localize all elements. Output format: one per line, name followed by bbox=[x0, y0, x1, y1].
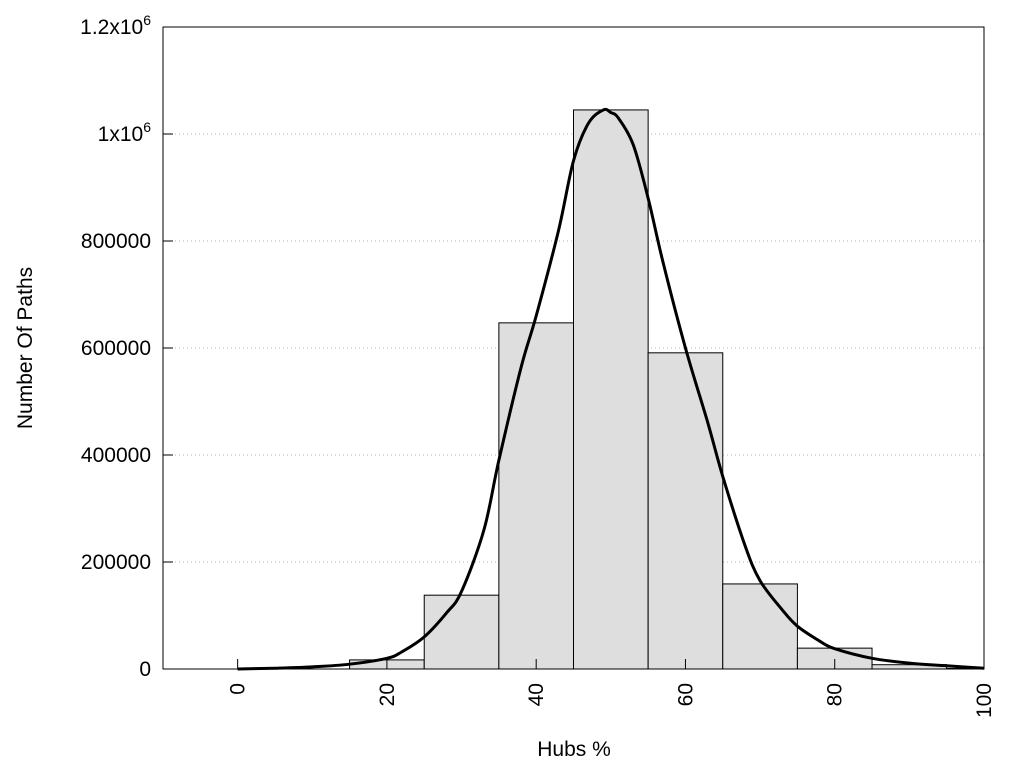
histogram-bar bbox=[423, 594, 500, 670]
fit-curve-line bbox=[237, 107, 985, 671]
y-tick-label: 800000 bbox=[81, 230, 151, 253]
fitted-curve bbox=[237, 107, 985, 671]
y-tick-label: 1.2x106 bbox=[80, 12, 151, 39]
y-axis-label: Number Of Paths bbox=[14, 267, 37, 429]
histogram-bar bbox=[722, 583, 798, 670]
histogram-bar bbox=[647, 352, 724, 670]
x-axis-label: Hubs % bbox=[537, 738, 611, 761]
y-tick-label: 400000 bbox=[81, 444, 151, 467]
x-tick-label: 100 bbox=[973, 683, 996, 718]
x-tick-label: 20 bbox=[376, 683, 399, 706]
histogram-bars bbox=[349, 109, 985, 670]
y-axis-ticks: 0 200000 400000 600000 800000 1x106 1.2x106 bbox=[80, 12, 173, 681]
x-tick-label: 60 bbox=[674, 683, 697, 706]
x-tick-label: 80 bbox=[824, 683, 847, 706]
y-tick-label: 0 bbox=[139, 658, 151, 681]
y-tick-label: 600000 bbox=[81, 337, 151, 360]
grid-lines bbox=[163, 133, 984, 563]
histogram-bar bbox=[573, 109, 649, 670]
y-tick-label: 1x106 bbox=[98, 119, 152, 146]
y-tick-label: 200000 bbox=[81, 551, 151, 574]
histogram-bar bbox=[498, 322, 575, 670]
x-tick-label: 0 bbox=[227, 683, 250, 695]
x-tick-label: 40 bbox=[525, 683, 548, 706]
x-axis-ticks: 0 20 40 60 80 100 bbox=[227, 659, 996, 718]
